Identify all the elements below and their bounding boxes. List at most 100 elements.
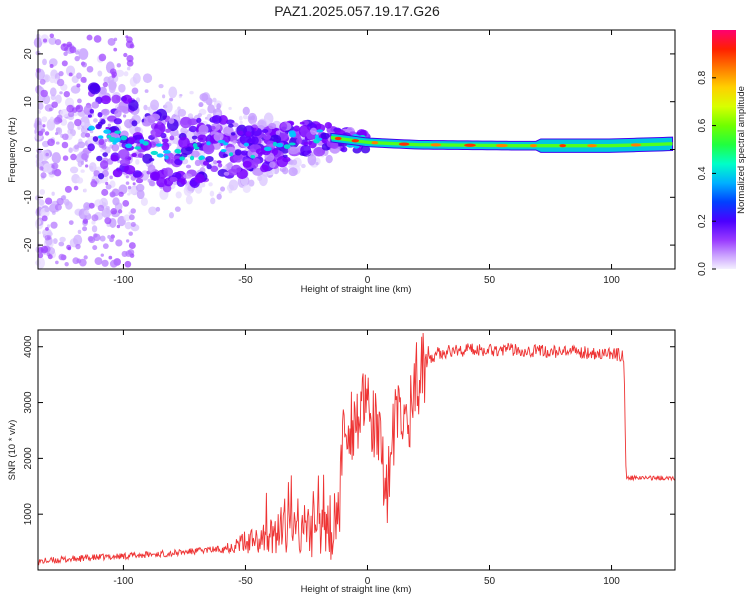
spectrogram-noise-blob — [77, 141, 86, 149]
spectrogram-noise-blob — [248, 179, 255, 187]
spectrogram-noise-blob — [62, 133, 69, 141]
spectrogram-noise-blob — [101, 188, 109, 196]
spectrogram-signal-blob — [98, 138, 105, 146]
spectrogram-noise-blob — [136, 189, 145, 200]
spectrogram-noise-blob — [91, 225, 98, 233]
spectrogram-signal-blob — [169, 135, 175, 141]
spectrogram-hotspot — [250, 154, 256, 159]
spectrogram-signal-blob — [135, 178, 144, 184]
spectrogram-signal-blob — [260, 164, 269, 173]
spectrogram-signal-blob — [179, 116, 192, 129]
spectrogram-noise-blob — [168, 86, 178, 99]
spectrogram-signal-blob — [168, 117, 175, 124]
spectrogram-noise-blob — [124, 260, 132, 268]
spectrogram-band-peak — [430, 143, 442, 147]
spectrogram-hotspot — [193, 146, 200, 150]
spectrogram-band-peak — [371, 141, 379, 145]
spectrogram-noise-blob — [105, 184, 112, 190]
spectrogram-noise-blob — [325, 154, 333, 164]
spectrogram-noise-blob — [49, 116, 54, 122]
spectrogram-noise-blob — [83, 255, 88, 260]
spectrogram-signal-blob — [213, 132, 224, 142]
spectrogram-signal-blob — [213, 160, 218, 165]
spectrogram-signal-blob — [296, 137, 303, 145]
snr-ytick-label: 4000 — [23, 335, 34, 358]
spectrogram-noise-blob — [210, 197, 216, 205]
spectrogram-noise-blob — [68, 72, 73, 77]
snr-xlabel: Height of straight line (km) — [301, 584, 412, 595]
spectrogram-noise-blob — [54, 132, 59, 136]
spectrogram-noise-blob — [228, 179, 239, 191]
spectrogram-noise-blob — [125, 250, 133, 257]
spectrogram-noise-blob — [94, 257, 103, 266]
spectrogram-signal-blob — [222, 153, 229, 158]
spectrogram-hotspot — [229, 152, 234, 157]
spectrogram-noise-blob — [61, 60, 68, 67]
spectrogram-noise-blob — [209, 190, 215, 197]
colorbar-label: Normalized spectral amplitude — [736, 86, 747, 214]
spectrogram-hotspot — [174, 148, 181, 154]
spectrogram-noise-blob — [109, 175, 113, 180]
spectrogram-noise-blob — [132, 73, 141, 84]
spectrogram-noise-blob — [222, 165, 227, 170]
spectrogram-noise-blob — [83, 188, 87, 193]
spectrogram-signal-blob — [310, 127, 317, 135]
spectrogram-noise-blob — [100, 148, 105, 153]
spectrogram-signal-blob — [156, 177, 168, 188]
spectrogram-noise-blob — [81, 121, 85, 126]
spectrogram-signal-blob — [211, 114, 222, 124]
spectrogram-noise-blob — [93, 170, 100, 177]
spectrogram-signal-blob — [178, 136, 190, 149]
spectrogram-noise-blob — [238, 115, 243, 121]
spectrogram-noise-blob — [58, 71, 64, 77]
spectrogram-noise-blob — [110, 208, 118, 215]
spectrogram-noise-blob — [130, 221, 136, 228]
spectrogram-noise-blob — [46, 224, 51, 228]
spectrogram-noise-blob — [242, 114, 248, 120]
spectrogram-noise-blob — [79, 258, 87, 267]
spectrogram-noise-blob — [49, 33, 55, 38]
spectrogram-signal-blob — [268, 122, 277, 130]
spectrogram-noise-blob — [104, 139, 108, 143]
spectrogram-hotspot — [275, 142, 284, 148]
spectrogram-noise-blob — [77, 125, 81, 130]
spectrogram-noise-blob — [124, 221, 132, 230]
spectrogram-noise-blob — [122, 199, 130, 207]
spectrogram-noise-blob — [129, 43, 135, 49]
spectrogram-noise-blob — [104, 217, 112, 225]
snr-ytick-label: 2000 — [23, 447, 34, 470]
spectrogram-noise-blob — [108, 83, 116, 94]
spectrogram-signal-blob — [190, 150, 200, 158]
spectrogram-noise-blob — [42, 58, 47, 66]
spectrogram-signal-blob — [275, 130, 281, 136]
spectrogram-noise-blob — [77, 98, 82, 104]
spectrogram-noise-blob — [51, 152, 62, 164]
spectrogram-noise-blob — [91, 178, 96, 183]
spectrogram-hotspot — [164, 155, 169, 160]
spectrogram-noise-blob — [55, 260, 59, 265]
spectrogram-signal-blob — [300, 144, 312, 156]
spectrogram-signal-blob — [97, 121, 103, 127]
colorbar-tick-label: 0.2 — [697, 214, 708, 228]
spectrogram-noise-blob — [97, 70, 103, 77]
spectrogram-noise-blob — [59, 236, 66, 243]
spectrogram-signal-blob — [237, 130, 244, 136]
spectrogram-noise-blob — [281, 166, 289, 175]
spectrogram-signal-blob — [112, 168, 123, 178]
spectrogram-noise-blob — [260, 121, 264, 125]
spectrogram-noise-blob — [108, 255, 113, 260]
spectrogram-signal-blob — [202, 142, 215, 155]
spectrogram-signal-blob — [360, 145, 371, 154]
spectrogram-noise-blob — [67, 246, 72, 251]
spectrogram-noise-blob — [174, 206, 181, 212]
spectrogram-xtick-label: 0 — [365, 275, 371, 286]
spectrogram-xtick-label: 50 — [484, 275, 496, 286]
spectrogram-signal-blob — [276, 155, 289, 168]
spectrogram-noise-blob — [199, 93, 209, 102]
spectrogram-signal-blob — [320, 132, 330, 140]
spectrogram-noise-blob — [42, 124, 46, 128]
spectrogram-noise-blob — [128, 242, 136, 250]
spectrogram-band-peak — [464, 143, 476, 147]
spectrogram-noise-blob — [185, 195, 193, 205]
